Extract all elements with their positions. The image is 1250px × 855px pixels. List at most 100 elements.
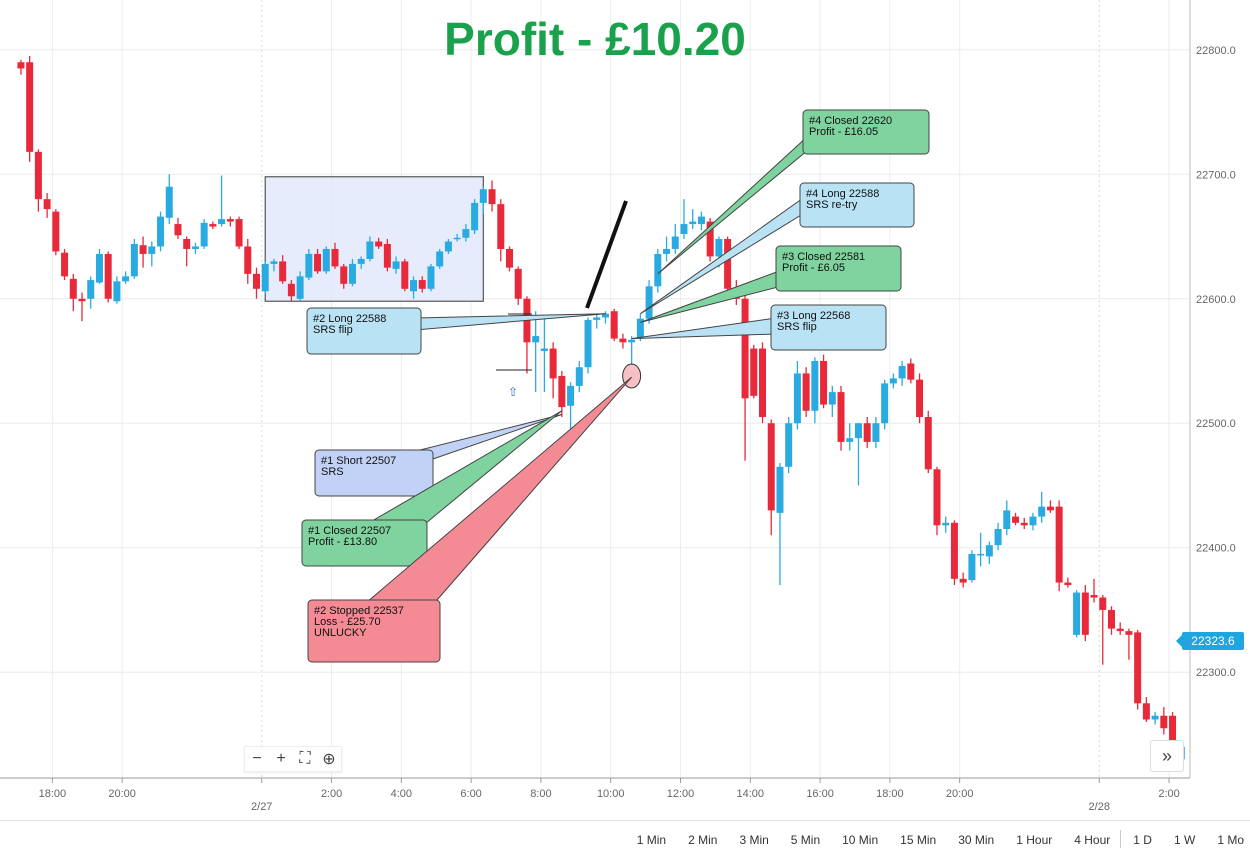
candle-body [479,189,487,203]
x-tick-label: 4:00 [391,788,412,800]
x-tick-label: 14:00 [737,788,765,800]
ann-2-stopped-text: UNLUCKY [314,627,367,639]
candle-body [279,261,287,282]
candle-body [1012,516,1020,523]
candle-body [340,266,348,284]
candle-body [226,219,234,222]
candle-body [567,385,575,406]
candle-body [741,298,749,399]
candle-body [191,246,199,249]
x-tick-label: 10:00 [597,788,625,800]
candle-body [331,248,339,267]
timeframe-5-min[interactable]: 5 Min [790,833,821,847]
candle-body [916,379,924,418]
candle-body [244,246,252,274]
candle-body [305,253,313,278]
price-chart[interactable]: 22300.0 22400.0 22500.0 22600.0 22700.0 22800… [0,0,1250,820]
candle-body [1029,516,1037,526]
candle-body [366,241,374,259]
zoom-out-button[interactable]: − [252,750,262,767]
candle-body [296,276,304,299]
x-tick-label: 2/28 [1089,801,1110,813]
candle-body [558,375,566,408]
y-tick-label: 22800.0 [1196,45,1236,57]
timeframe-1-w[interactable]: 1 W [1173,833,1196,847]
candle-body [462,229,470,238]
ann-3-long-box[interactable] [770,304,887,351]
candle-body [1134,632,1142,704]
candle-body [785,423,793,467]
timeframe-1-d[interactable]: 1 D [1133,833,1152,847]
candle-body [1081,592,1089,635]
candle-body [636,318,644,339]
x-tick-label: 16:00 [806,788,834,800]
candle-body [802,373,810,411]
candle-body [183,239,191,249]
candle-body [663,248,671,254]
candle-body [532,336,540,343]
candle-body [270,261,278,264]
candle-body [1142,703,1150,720]
candle-body [357,258,365,264]
candle-body [61,252,69,277]
candle-body [235,219,243,247]
candle-body [200,222,208,247]
timeframe-4-hour[interactable]: 4 Hour [1074,833,1111,847]
zoom-reset-button[interactable]: ⊕ [322,751,336,768]
candle-body [959,578,967,583]
y-tick-label: 22400.0 [1196,543,1236,555]
ann-3-closed-box[interactable] [775,245,902,292]
candle-body [252,273,260,289]
x-tick-label: 2:00 [1158,788,1179,800]
candle-body [436,251,444,267]
ann-4-closed-text: Profit - £16.05 [809,126,878,138]
candle-body [52,211,60,252]
ann-4-closed-text: #4 Closed 22620 [809,115,892,127]
timeframe-2-min[interactable]: 2 Min [688,833,718,847]
candle-body [139,245,147,254]
candle-body [907,363,915,380]
candle-body [654,253,662,287]
timeframe-15-min[interactable]: 15 Min [900,833,937,847]
candle-body [375,241,383,247]
zoom-toolbar: − + ⛶ ⊕ [244,746,342,772]
candle-body [471,202,479,231]
candle-body [1169,715,1177,760]
timeframe-1-min[interactable]: 1 Min [636,833,667,847]
ann-4-closed-box[interactable] [802,109,930,155]
candle-body [130,243,138,277]
arrow-up-icon: ⇧ [508,385,518,399]
candle-body [601,313,609,318]
timeframe-30-min[interactable]: 30 Min [958,833,995,847]
candle-body [881,383,889,424]
timeframe-10-min[interactable]: 10 Min [842,833,879,847]
timeframe-list: 1 Min 2 Min 3 Min 5 Min 10 Min 15 Min 30 Min 1 … [615,830,1244,848]
candle-body [401,261,409,289]
candle-body [287,283,295,297]
zoom-in-button[interactable]: + [276,750,286,767]
ann-2-long-box[interactable] [306,307,422,355]
timeframe-3-min[interactable]: 3 Min [739,833,769,847]
ann-4-long-box[interactable] [799,182,915,228]
timeframe-1-mo[interactable]: 1 Mo [1217,833,1244,847]
fullscreen-button[interactable]: ⛶ [299,750,311,767]
ann-2-stopped-box[interactable] [307,599,441,663]
scroll-to-latest-button[interactable]: » [1150,740,1184,772]
ann-1-closed-box[interactable] [301,519,428,567]
candle-body [575,367,583,386]
x-tick-label: 20:00 [108,788,136,800]
timeframe-1-hour[interactable]: 1 Hour [1016,833,1053,847]
candle-body [968,553,976,581]
ann-1-short-box[interactable] [314,449,434,497]
trend-line [585,200,628,309]
candle-body [87,280,95,299]
ann-2-stopped-text: Loss - £25.70 [314,616,381,628]
candle-body [95,253,103,283]
candle-body [69,278,77,299]
candle-body [1020,522,1028,526]
last-price-label: 22323.6 [1176,632,1244,650]
candle-body [26,62,34,152]
ann-3-closed-text: Profit - £6.05 [782,262,845,274]
candle-body [78,298,86,302]
candle-body [322,248,330,272]
